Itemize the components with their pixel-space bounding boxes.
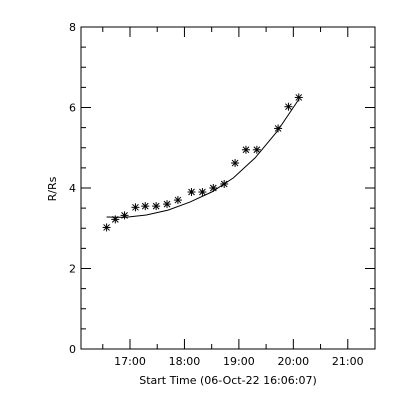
y-tick-label: 4 — [69, 182, 76, 195]
data-point — [111, 215, 120, 224]
data-point — [252, 145, 261, 154]
data-point — [284, 102, 293, 111]
data-point — [163, 200, 172, 209]
data-point — [198, 188, 207, 197]
data-point — [131, 203, 140, 212]
data-point — [187, 188, 196, 197]
x-tick-label: 18:00 — [169, 355, 201, 368]
axis-ticks — [81, 26, 375, 350]
data-point — [152, 202, 161, 211]
y-tick-label: 2 — [69, 263, 76, 276]
y-tick-label: 6 — [69, 102, 76, 115]
x-tick-label: 17:00 — [114, 355, 146, 368]
data-point — [231, 159, 240, 168]
x-tick-label: 21:00 — [332, 355, 364, 368]
plot-frame — [80, 26, 376, 350]
data-point — [241, 145, 250, 154]
data-point — [102, 223, 111, 232]
data-point — [274, 124, 283, 133]
x-axis-title: Start Time (06-Oct-22 16:06:07) — [139, 374, 317, 387]
data-point — [220, 179, 229, 188]
data-point — [294, 93, 303, 102]
data-point — [209, 184, 218, 192]
data-point — [120, 211, 129, 220]
axis-tick-labels: 17:00 18:00 19:00 20:00 21:00 0 2 4 6 8 — [69, 21, 364, 368]
data-point — [173, 196, 182, 205]
fit-curve — [106, 99, 300, 218]
x-tick-label: 20:00 — [277, 355, 309, 368]
y-axis-title: R/Rs — [46, 176, 59, 201]
data-point — [141, 202, 150, 211]
x-tick-label: 19:00 — [223, 355, 255, 368]
y-tick-label: 8 — [69, 21, 76, 34]
y-tick-label: 0 — [69, 343, 76, 356]
data-points — [102, 93, 303, 232]
